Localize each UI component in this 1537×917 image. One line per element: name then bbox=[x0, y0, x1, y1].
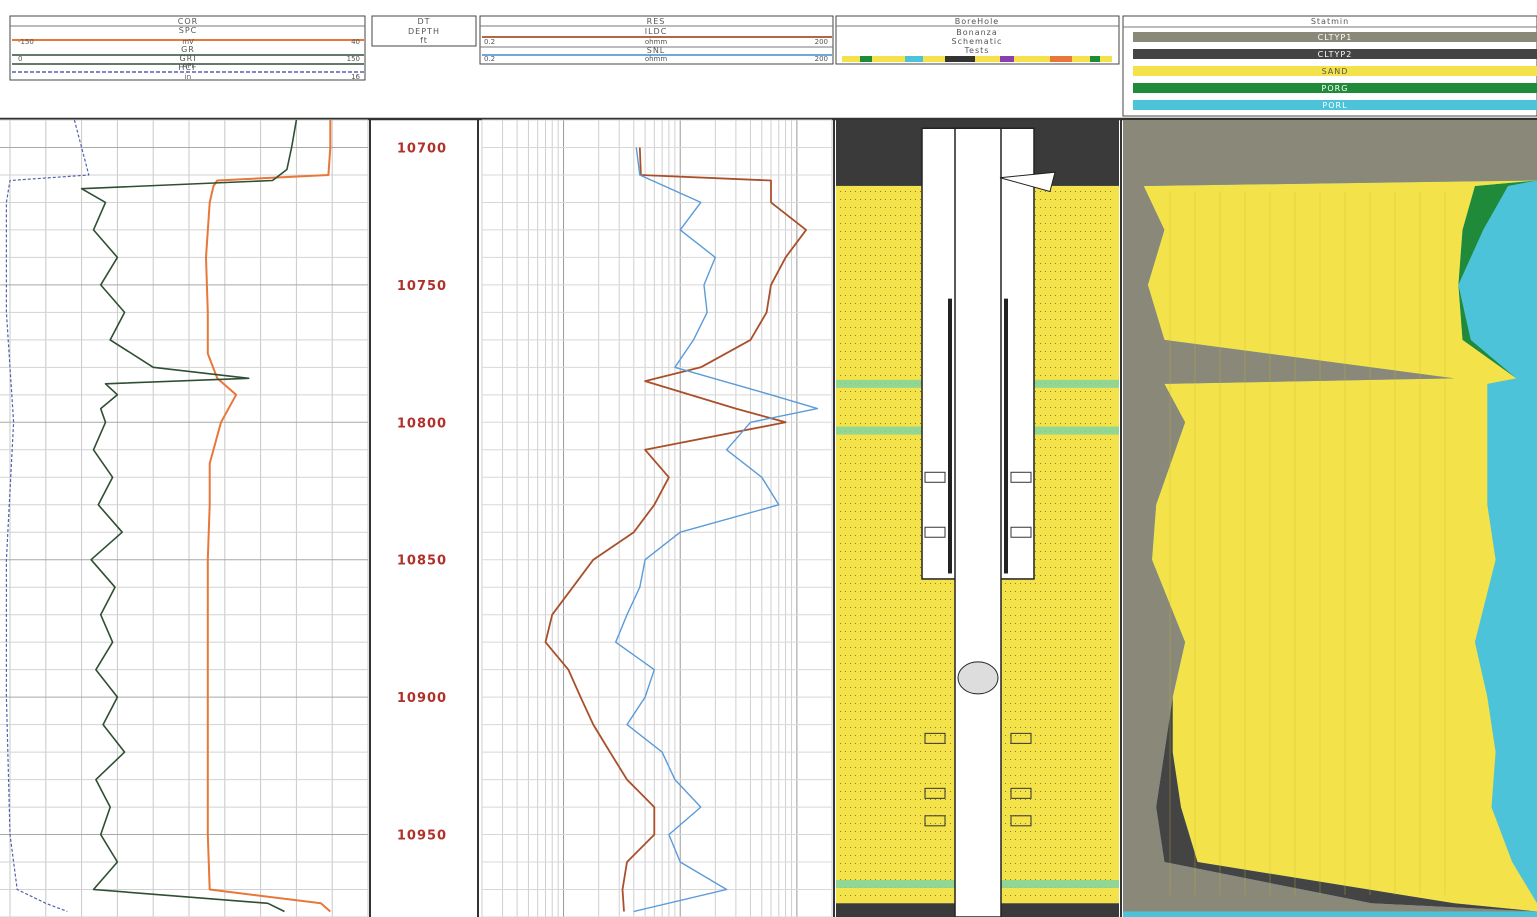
depth-tick-label: 10800 bbox=[397, 416, 447, 431]
track-title-dt: DT bbox=[417, 17, 430, 26]
curve-mnemonic-hcf: HCF bbox=[178, 63, 197, 72]
statmin-sand-fill bbox=[1143, 120, 1537, 912]
depth-tick-label: 10750 bbox=[397, 279, 447, 294]
borehole-legend-strip bbox=[842, 56, 1112, 62]
curve-left-ildc: 0.2 bbox=[484, 38, 495, 46]
curve-unit-spc: mV bbox=[182, 38, 194, 46]
curve-left-gri: 0 bbox=[18, 55, 22, 63]
curve-ildc bbox=[544, 147, 807, 912]
statmin-cltyp2-fill bbox=[1143, 120, 1537, 912]
borehole-marker bbox=[999, 171, 1056, 193]
curve-mnemonic-ildc: ILDC bbox=[645, 27, 668, 36]
track-title-res: RES bbox=[647, 17, 666, 26]
depth-tick-label: 10700 bbox=[397, 141, 447, 156]
lithology-swatch-cltyp2 bbox=[1133, 49, 1537, 59]
curve-mnemonic-gri: GRI bbox=[179, 54, 196, 63]
borehole-perforation bbox=[924, 732, 946, 744]
curve-mnemonic-snl: SNL bbox=[647, 46, 666, 55]
statmin-track bbox=[1123, 120, 1537, 917]
track-title-borehole: BoreHole bbox=[955, 17, 999, 26]
borehole-perforation bbox=[1010, 526, 1032, 538]
borehole-perforation bbox=[1010, 471, 1032, 483]
lithology-code-cltyp1: CLTYP1 bbox=[1318, 33, 1353, 42]
depth-track: 10700 10750 10800 10850 10900 10950 bbox=[397, 141, 447, 844]
lithology-code-cltyp2: CLTYP2 bbox=[1318, 50, 1353, 59]
curve-right-gri: 150 bbox=[347, 55, 360, 63]
lithology-swatch-porg bbox=[1133, 83, 1537, 93]
borehole-line-3: Tests bbox=[964, 46, 990, 55]
track-title-statmin: Statmin bbox=[1311, 17, 1349, 26]
lithology-code-porl: PORL bbox=[1322, 101, 1347, 110]
curve-right-hcf: 16 bbox=[351, 73, 360, 81]
curve-right-snl: 200 bbox=[815, 55, 828, 63]
borehole-tubing bbox=[954, 127, 1002, 917]
borehole-perforation bbox=[924, 526, 946, 538]
borehole-packer bbox=[957, 661, 999, 695]
borehole-perforation bbox=[924, 471, 946, 483]
curve-mnemonic-spc: SPC bbox=[179, 26, 198, 35]
depth-tick-label: 10950 bbox=[397, 829, 447, 844]
lithology-swatch-porl bbox=[1133, 100, 1537, 110]
track-title-cor: COR bbox=[178, 17, 198, 26]
curve-snl bbox=[615, 147, 819, 913]
curve-left-spc: -150 bbox=[18, 38, 34, 46]
cor-curve-headers: SPC -150 mV 40 GR GRI 0 150 API HCF in 1… bbox=[10, 25, 365, 81]
curve-mnemonic-gr: GR bbox=[181, 45, 195, 54]
lithology-code-porg: PORG bbox=[1322, 84, 1349, 93]
cor-track-grid bbox=[0, 119, 369, 917]
lithology-swatch-sand bbox=[1133, 66, 1537, 76]
statmin-legend: CLTYP1 CLTYP2 SAND PORG PORL bbox=[1133, 32, 1537, 110]
depth-tick-label: 10900 bbox=[397, 691, 447, 706]
borehole-schematic bbox=[836, 120, 1119, 917]
curve-unit-ildc: ohmm bbox=[645, 38, 668, 46]
track-separators bbox=[369, 119, 1122, 917]
curve-spc bbox=[205, 120, 332, 913]
borehole-perforation bbox=[1010, 815, 1032, 827]
borehole-liner-left bbox=[948, 298, 952, 574]
curve-unit-gri: API bbox=[182, 62, 193, 70]
borehole-perforation bbox=[1010, 787, 1032, 799]
curve-right-ildc: 200 bbox=[815, 38, 828, 46]
borehole-line-2: Schematic bbox=[952, 37, 1003, 46]
log-curves bbox=[5, 119, 819, 913]
borehole-line-1: Bonanza bbox=[956, 28, 998, 37]
lithology-swatch-cltyp1 bbox=[1133, 32, 1537, 42]
curve-right-spc: 40 bbox=[351, 38, 360, 46]
borehole-perforation bbox=[1010, 732, 1032, 744]
borehole-perforation bbox=[924, 815, 946, 827]
header-area bbox=[9, 15, 1537, 117]
curve-left-snl: 0.2 bbox=[484, 55, 495, 63]
res-track-grid bbox=[481, 119, 833, 917]
lithology-code-sand: SAND bbox=[1322, 67, 1349, 76]
depth-tick-label: 10850 bbox=[397, 554, 447, 569]
track-subtitle-depth: DEPTH bbox=[408, 27, 440, 36]
borehole-liner-right bbox=[1004, 298, 1008, 574]
borehole-perforation bbox=[924, 787, 946, 799]
curve-unit-snl: ohmm bbox=[645, 55, 668, 63]
curve-gri bbox=[80, 119, 298, 913]
track-unit-depth: ft bbox=[420, 36, 428, 45]
curve-hcf bbox=[5, 119, 90, 913]
curve-unit-hcf: in bbox=[185, 73, 191, 81]
